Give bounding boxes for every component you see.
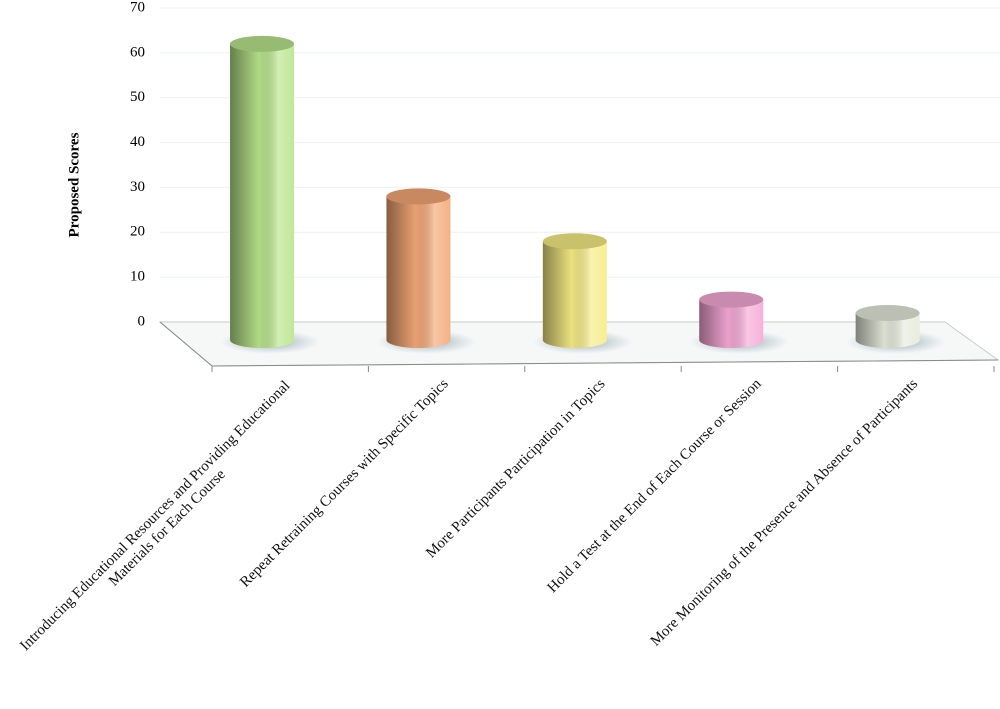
bar xyxy=(699,291,764,348)
y-tick-label: 40 xyxy=(130,134,145,150)
bar xyxy=(855,305,920,348)
y-tick-label: 30 xyxy=(130,179,145,195)
floor-edge xyxy=(159,321,213,367)
y-axis-label: Proposed Scores xyxy=(66,132,82,237)
x-axis xyxy=(211,359,999,367)
y-tick-label: 0 xyxy=(138,313,146,329)
y-tick-label: 60 xyxy=(130,44,145,60)
y-tick-label: 50 xyxy=(130,89,145,105)
bar xyxy=(386,188,451,348)
bar xyxy=(542,233,607,348)
y-tick-label: 70 xyxy=(130,0,145,15)
y-tick-label: 20 xyxy=(130,224,145,240)
bar xyxy=(230,35,295,349)
y-tick-label: 10 xyxy=(130,269,145,285)
